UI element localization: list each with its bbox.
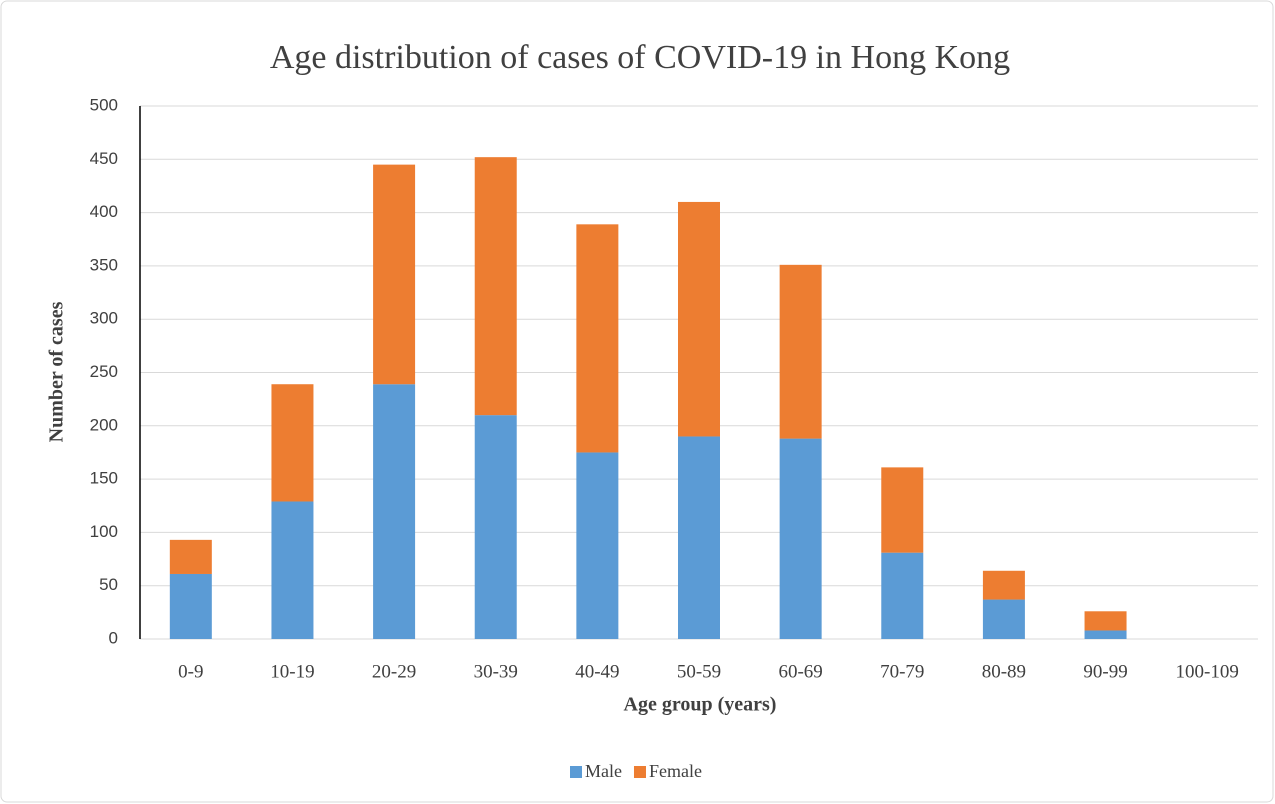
bar-segment <box>373 384 416 639</box>
y-tick-label: 400 <box>90 202 118 221</box>
x-tick-label: 90-99 <box>1083 661 1127 682</box>
bar-segment <box>169 539 212 574</box>
x-tick-label: 70-79 <box>880 661 924 682</box>
bar-segment <box>373 164 416 385</box>
bar-segment <box>678 201 720 437</box>
legend-label: Male <box>585 761 622 781</box>
x-tick-label: 20-29 <box>372 661 416 682</box>
y-tick-label: 250 <box>90 362 118 381</box>
y-tick-label: 150 <box>90 469 118 488</box>
x-tick-label: 10-19 <box>270 661 314 682</box>
y-tick-label: 300 <box>90 309 118 328</box>
chart-title: Age distribution of cases of COVID-19 in… <box>270 39 1010 76</box>
y-tick-label: 500 <box>90 95 118 114</box>
y-tick-label: 100 <box>90 522 118 541</box>
bar-segment <box>474 157 517 416</box>
bar-segment <box>576 224 619 453</box>
x-tick-label: 50-59 <box>677 661 721 682</box>
bar-segment <box>982 599 1025 639</box>
bar-segment <box>271 501 314 639</box>
legend-swatch <box>570 766 582 778</box>
bar-segment <box>881 467 924 553</box>
y-tick-label: 200 <box>90 415 118 434</box>
x-tick-label: 30-39 <box>474 661 518 682</box>
bar-segment <box>169 573 212 639</box>
bar-segment <box>576 452 619 639</box>
bar-segment <box>474 415 517 639</box>
legend-swatch <box>633 766 646 778</box>
bar-segment <box>1084 630 1127 639</box>
bar-segment <box>271 384 314 502</box>
bar-segment <box>779 438 822 639</box>
x-tick-label: 80-89 <box>982 661 1026 682</box>
x-tick-label: 60-69 <box>778 661 822 682</box>
x-tick-label: 40-49 <box>575 661 619 682</box>
legend-label: Female <box>649 761 702 781</box>
y-axis-label: Number of cases <box>46 301 68 442</box>
x-axis-label: Age group (years) <box>624 694 777 716</box>
bar-segment <box>982 570 1025 600</box>
y-tick-label: 450 <box>90 149 118 168</box>
x-tick-label: 0-9 <box>178 661 203 682</box>
y-tick-label: 350 <box>90 255 118 274</box>
bar-segment <box>678 436 720 639</box>
x-tick-label: 100-109 <box>1176 661 1239 682</box>
y-tick-label: 0 <box>109 628 118 647</box>
bar-segment <box>881 552 924 639</box>
bar-segment <box>1084 611 1127 631</box>
bar-segment <box>779 264 822 439</box>
y-tick-label: 50 <box>99 575 118 594</box>
